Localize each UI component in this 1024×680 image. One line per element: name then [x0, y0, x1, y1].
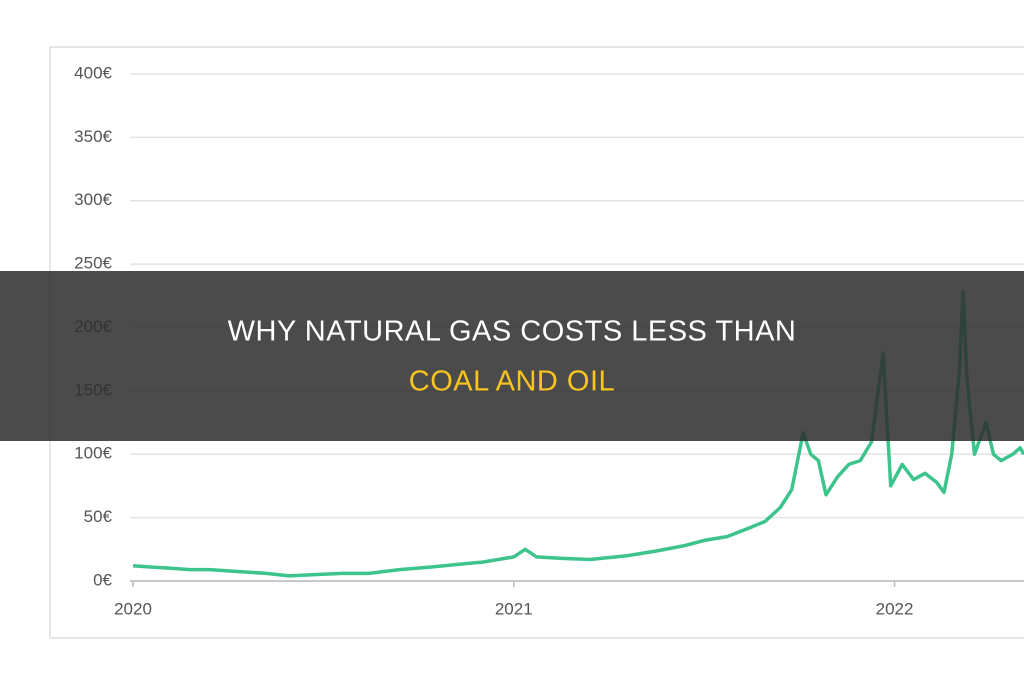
y-tick-label: 0€ [93, 570, 112, 589]
y-tick-label: 100€ [74, 444, 112, 463]
title-banner [0, 271, 1024, 441]
title-line: WHY NATURAL GAS COSTS LESS THAN [228, 316, 797, 348]
title-line-highlight: COAL AND OIL [409, 366, 615, 398]
y-tick-label: 50€ [84, 507, 113, 526]
y-tick-label: 350€ [74, 127, 112, 146]
x-tick-label: 2022 [876, 599, 914, 618]
x-tick-label: 2021 [495, 599, 533, 618]
y-tick-label: 250€ [74, 254, 112, 273]
x-tick-label: 2020 [114, 599, 152, 618]
y-tick-label: 300€ [74, 190, 112, 209]
y-tick-label: 400€ [74, 63, 112, 82]
